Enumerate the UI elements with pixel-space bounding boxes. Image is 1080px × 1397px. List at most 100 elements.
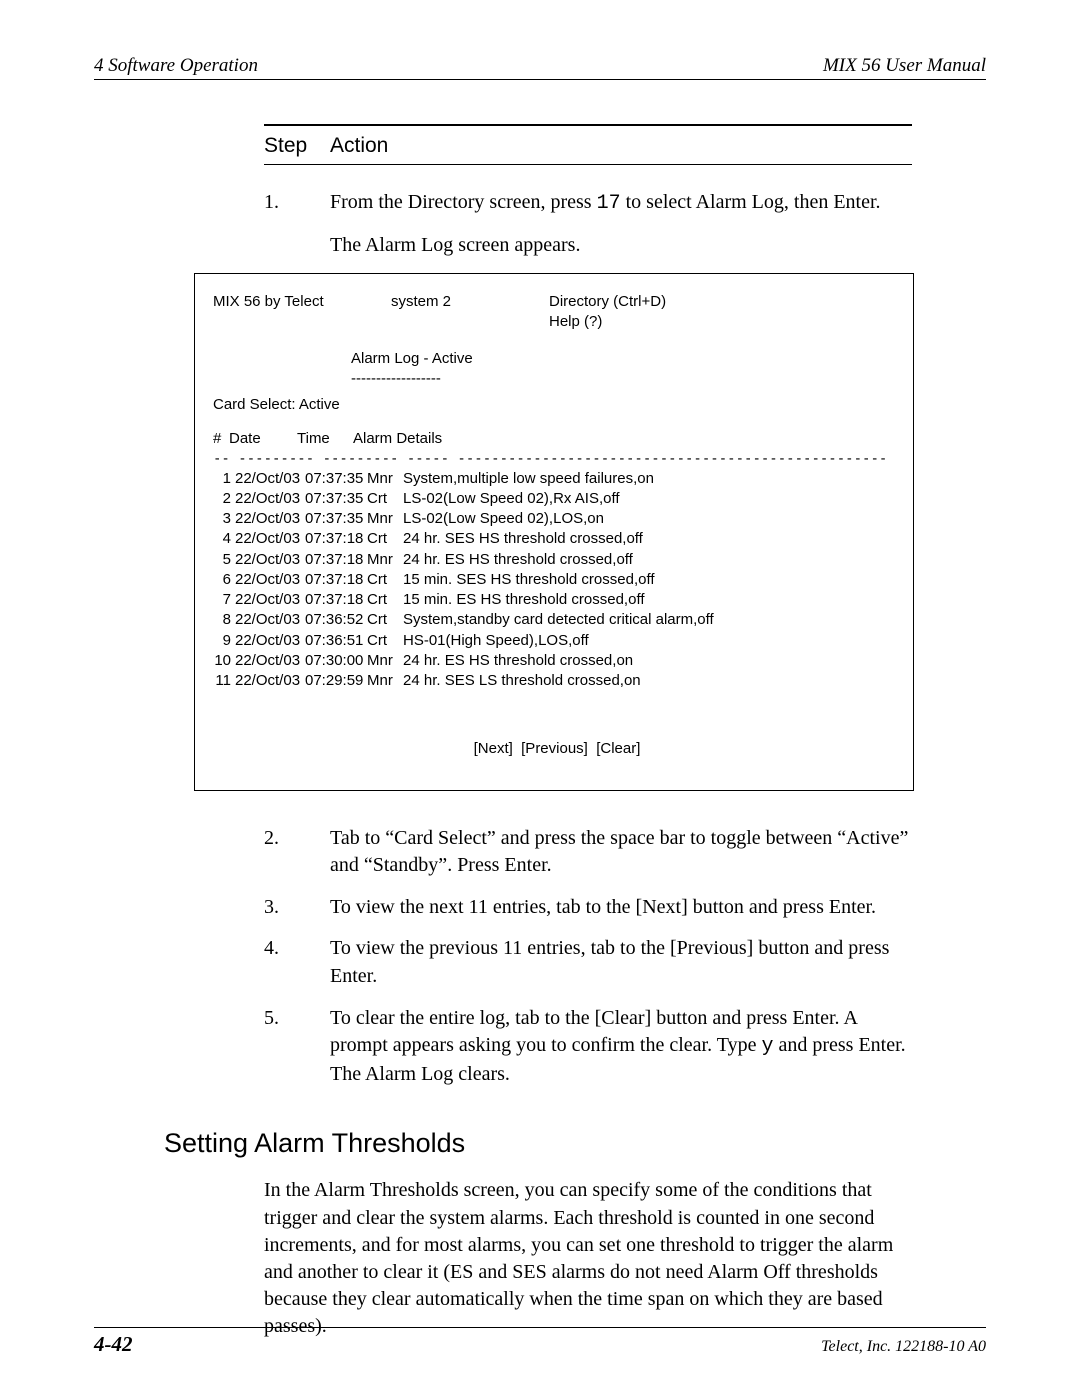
row-time: 07:30:00 bbox=[305, 651, 367, 671]
row-date: 22/Oct/03 bbox=[235, 570, 305, 590]
terminal-row: 722/Oct/0307:37:18Crt15 min. ES HS thres… bbox=[213, 590, 901, 610]
step-4-num: 4. bbox=[264, 935, 330, 990]
step-1-text: From the Directory screen, press 17 to s… bbox=[330, 189, 912, 218]
step-5-keycode: y bbox=[761, 1035, 773, 1058]
step-3-text: To view the next 11 entries, tab to the … bbox=[330, 894, 912, 922]
step-4-text: To view the previous 11 entries, tab to … bbox=[330, 935, 912, 990]
step-2-text: Tab to “Card Select” and press the space… bbox=[330, 825, 912, 880]
step-col-label: Step bbox=[264, 134, 330, 158]
row-time: 07:37:35 bbox=[305, 489, 367, 509]
row-severity: Crt bbox=[367, 529, 403, 549]
terminal-row: 622/Oct/0307:37:18Crt15 min. SES HS thre… bbox=[213, 570, 901, 590]
step-2-num: 2. bbox=[264, 825, 330, 880]
row-details: 24 hr. ES HS threshold crossed,off bbox=[403, 550, 901, 570]
terminal-title-underline: ------------------ bbox=[351, 369, 901, 389]
terminal-system: system 2 bbox=[391, 292, 549, 312]
terminal-header: MIX 56 by Telect system 2 Directory (Ctr… bbox=[213, 292, 901, 333]
row-details: System,multiple low speed failures,on bbox=[403, 469, 901, 489]
section-heading: Setting Alarm Thresholds bbox=[164, 1128, 986, 1159]
col-num: # bbox=[213, 429, 229, 449]
header-right: MIX 56 User Manual bbox=[823, 55, 986, 77]
row-num: 11 bbox=[213, 671, 235, 691]
terminal-product: MIX 56 by Telect bbox=[213, 292, 391, 312]
row-time: 07:36:52 bbox=[305, 610, 367, 630]
terminal-help-hint: Help (?) bbox=[549, 312, 901, 332]
terminal-card-select[interactable]: Card Select: Active bbox=[213, 395, 901, 415]
row-num: 9 bbox=[213, 631, 235, 651]
row-date: 22/Oct/03 bbox=[235, 590, 305, 610]
row-num: 4 bbox=[213, 529, 235, 549]
action-col-label: Action bbox=[330, 134, 388, 158]
step-3: 3. To view the next 11 entries, tab to t… bbox=[264, 894, 912, 922]
step-5-text: To clear the entire log, tab to the [Cle… bbox=[330, 1005, 912, 1089]
row-severity: Mnr bbox=[367, 550, 403, 570]
running-header: 4 Software Operation MIX 56 User Manual bbox=[94, 55, 986, 80]
terminal-row: 1122/Oct/0307:29:59Mnr24 hr. SES LS thre… bbox=[213, 671, 901, 691]
terminal-row: 322/Oct/0307:37:35MnrLS-02(Low Speed 02)… bbox=[213, 509, 901, 529]
step-1-text-a: From the Directory screen, press bbox=[330, 191, 597, 213]
previous-button[interactable]: [Previous] bbox=[521, 740, 588, 757]
row-num: 7 bbox=[213, 590, 235, 610]
section-body: In the Alarm Thresholds screen, you can … bbox=[264, 1177, 912, 1340]
clear-button[interactable]: [Clear] bbox=[596, 740, 640, 757]
row-details: LS-02(Low Speed 02),LOS,on bbox=[403, 509, 901, 529]
terminal-row: 122/Oct/0307:37:35MnrSystem,multiple low… bbox=[213, 469, 901, 489]
row-num: 6 bbox=[213, 570, 235, 590]
terminal-column-header: # Date Time Alarm Details -- --------- -… bbox=[213, 429, 901, 468]
terminal-screen: MIX 56 by Telect system 2 Directory (Ctr… bbox=[194, 273, 914, 790]
row-num: 3 bbox=[213, 509, 235, 529]
row-time: 07:29:59 bbox=[305, 671, 367, 691]
row-date: 22/Oct/03 bbox=[235, 651, 305, 671]
row-num: 10 bbox=[213, 651, 235, 671]
row-time: 07:37:35 bbox=[305, 509, 367, 529]
step-1-keycode: 17 bbox=[597, 192, 621, 215]
page-number: 4-42 bbox=[94, 1332, 133, 1357]
row-time: 07:36:51 bbox=[305, 631, 367, 651]
step-1-sub: The Alarm Log screen appears. bbox=[330, 232, 912, 260]
row-time: 07:37:18 bbox=[305, 550, 367, 570]
row-details: 24 hr. ES HS threshold crossed,on bbox=[403, 651, 901, 671]
step-1-num: 1. bbox=[264, 189, 330, 218]
col-date: Date bbox=[229, 429, 297, 449]
row-severity: Crt bbox=[367, 489, 403, 509]
row-severity: Mnr bbox=[367, 671, 403, 691]
row-severity: Mnr bbox=[367, 651, 403, 671]
terminal-row: 822/Oct/0307:36:52CrtSystem,standby card… bbox=[213, 610, 901, 630]
header-left: 4 Software Operation bbox=[94, 55, 258, 77]
row-num: 2 bbox=[213, 489, 235, 509]
row-details: System,standby card detected critical al… bbox=[403, 610, 901, 630]
terminal-separator: -- --------- --------- ----- -----------… bbox=[213, 450, 901, 469]
row-details: 15 min. SES HS threshold crossed,off bbox=[403, 570, 901, 590]
terminal-row: 922/Oct/0307:36:51CrtHS-01(High Speed),L… bbox=[213, 631, 901, 651]
step-5-num: 5. bbox=[264, 1005, 330, 1089]
row-details: 15 min. ES HS threshold crossed,off bbox=[403, 590, 901, 610]
row-num: 8 bbox=[213, 610, 235, 630]
row-details: 24 hr. SES HS threshold crossed,off bbox=[403, 529, 901, 549]
step-1: 1. From the Directory screen, press 17 t… bbox=[264, 189, 912, 218]
row-details: LS-02(Low Speed 02),Rx AIS,off bbox=[403, 489, 901, 509]
row-date: 22/Oct/03 bbox=[235, 469, 305, 489]
col-time: Time bbox=[297, 429, 353, 449]
terminal-row: 1022/Oct/0307:30:00Mnr24 hr. ES HS thres… bbox=[213, 651, 901, 671]
terminal-row: 222/Oct/0307:37:35CrtLS-02(Low Speed 02)… bbox=[213, 489, 901, 509]
row-severity: Mnr bbox=[367, 509, 403, 529]
row-num: 5 bbox=[213, 550, 235, 570]
row-time: 07:37:35 bbox=[305, 469, 367, 489]
row-severity: Mnr bbox=[367, 469, 403, 489]
row-num: 1 bbox=[213, 469, 235, 489]
row-date: 22/Oct/03 bbox=[235, 631, 305, 651]
next-button[interactable]: [Next] bbox=[474, 740, 513, 757]
row-details: HS-01(High Speed),LOS,off bbox=[403, 631, 901, 651]
terminal-title: Alarm Log - Active bbox=[351, 349, 901, 369]
step-5: 5. To clear the entire log, tab to the [… bbox=[264, 1005, 912, 1089]
row-severity: Crt bbox=[367, 590, 403, 610]
row-severity: Crt bbox=[367, 610, 403, 630]
footer-company: Telect, Inc. 122188-10 A0 bbox=[821, 1338, 986, 1356]
row-date: 22/Oct/03 bbox=[235, 509, 305, 529]
terminal-buttons: [Next] [Previous] [Clear] bbox=[213, 739, 901, 759]
step-4: 4. To view the previous 11 entries, tab … bbox=[264, 935, 912, 990]
terminal-row: 522/Oct/0307:37:18Mnr24 hr. ES HS thresh… bbox=[213, 550, 901, 570]
row-date: 22/Oct/03 bbox=[235, 489, 305, 509]
row-date: 22/Oct/03 bbox=[235, 529, 305, 549]
row-date: 22/Oct/03 bbox=[235, 550, 305, 570]
